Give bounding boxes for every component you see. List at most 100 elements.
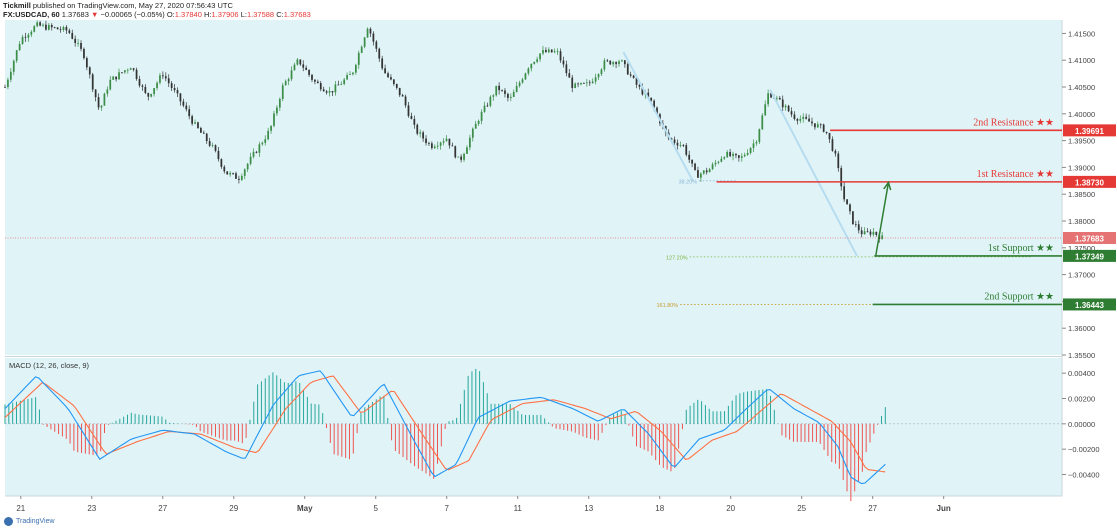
price-tick-label: 1.41500	[1068, 29, 1095, 38]
candle-body	[843, 186, 846, 200]
candle-body	[284, 81, 287, 86]
projection-arrow-line	[875, 182, 890, 256]
candle-body	[30, 31, 33, 35]
candle-body	[413, 118, 416, 125]
candle-body	[109, 79, 112, 90]
macd-tick-label: 0.00000	[1068, 420, 1095, 429]
candle-body	[653, 100, 655, 108]
candle-body	[185, 105, 188, 110]
candle-body	[334, 84, 337, 93]
candle-body	[331, 90, 334, 93]
candle-body	[194, 122, 196, 124]
candle-body	[638, 84, 641, 87]
level-price-label: 1.38730	[1075, 178, 1104, 187]
candle-body	[553, 51, 556, 53]
candle-body	[156, 82, 158, 89]
candle-body	[720, 158, 723, 162]
candle-body	[240, 175, 243, 180]
candle-body	[115, 76, 117, 80]
candle-body	[641, 86, 644, 95]
candle-body	[395, 83, 398, 88]
candle-body	[226, 171, 229, 175]
candle-body	[547, 49, 550, 53]
candle-body	[670, 138, 673, 140]
candle-body	[384, 68, 386, 74]
candle-body	[524, 73, 527, 80]
time-tick-label: 11	[514, 504, 523, 513]
candle-body	[846, 199, 848, 205]
candle-body	[302, 64, 305, 68]
candle-body	[752, 143, 755, 148]
candle-body	[811, 121, 813, 124]
candle-body	[246, 163, 249, 170]
symbol-label: FX:USDCAD, 60	[3, 10, 60, 19]
candle-body	[685, 145, 688, 155]
candle-body	[545, 49, 547, 53]
candle-body	[509, 96, 512, 98]
candle-body	[556, 51, 559, 53]
time-tick-label: 18	[655, 504, 664, 513]
candle-body	[88, 67, 91, 75]
candle-body	[837, 153, 840, 169]
time-tick-label: 25	[797, 504, 806, 513]
candle-body	[21, 36, 24, 45]
candle-body	[191, 116, 194, 124]
candle-body	[542, 49, 544, 54]
level-price-tag	[1063, 124, 1116, 137]
candle-body	[436, 145, 439, 147]
candle-body	[238, 178, 240, 180]
candle-body	[255, 151, 258, 153]
candle-body	[682, 145, 685, 146]
candle-body	[398, 87, 401, 96]
candle-body	[805, 116, 808, 119]
candle-body	[583, 82, 585, 84]
candle-body	[767, 93, 769, 105]
candle-body	[167, 78, 170, 84]
candle-body	[486, 105, 489, 107]
candle-body	[697, 170, 699, 178]
level-price-label: 1.36443	[1075, 301, 1104, 310]
candle-body	[568, 73, 571, 78]
candle-body	[521, 79, 524, 83]
candle-body	[94, 89, 97, 98]
fib-level-label: 161.80%	[656, 303, 678, 309]
candle-body	[15, 50, 18, 61]
candle-body	[65, 27, 68, 31]
candle-body	[673, 139, 676, 143]
candle-body	[428, 143, 430, 144]
candle-body	[650, 97, 653, 101]
candle-body	[308, 69, 310, 75]
candle-body	[869, 231, 872, 235]
candle-body	[401, 95, 404, 97]
candle-body	[354, 64, 357, 73]
candle-body	[828, 132, 831, 140]
level-name: 2nd Resistance ★★	[973, 117, 1054, 128]
candle-body	[220, 159, 223, 167]
candle-body	[129, 68, 132, 70]
candle-body	[305, 67, 308, 70]
price-panel	[5, 20, 1062, 355]
candle-body	[714, 162, 717, 165]
candle-body	[512, 91, 515, 97]
high-value: 1.37906	[211, 10, 239, 19]
candle-body	[565, 64, 568, 74]
price-tick-label: 1.41000	[1068, 56, 1095, 65]
candle-body	[533, 61, 536, 64]
candle-body	[758, 129, 761, 142]
candle-body	[4, 87, 6, 88]
time-tick-label: 20	[726, 504, 735, 513]
candle-body	[369, 28, 372, 34]
low-value: 1.37588	[246, 10, 275, 19]
candle-body	[392, 79, 395, 84]
candle-body	[609, 60, 612, 65]
candle-body	[325, 91, 328, 93]
candle-body	[179, 93, 182, 102]
candle-body	[840, 168, 843, 187]
price-tick-label: 1.37000	[1068, 271, 1095, 280]
candle-body	[790, 111, 793, 115]
candle-body	[451, 145, 454, 147]
candle-body	[740, 156, 743, 158]
price-tick-label: 1.36000	[1068, 324, 1095, 333]
candle-body	[188, 109, 191, 117]
